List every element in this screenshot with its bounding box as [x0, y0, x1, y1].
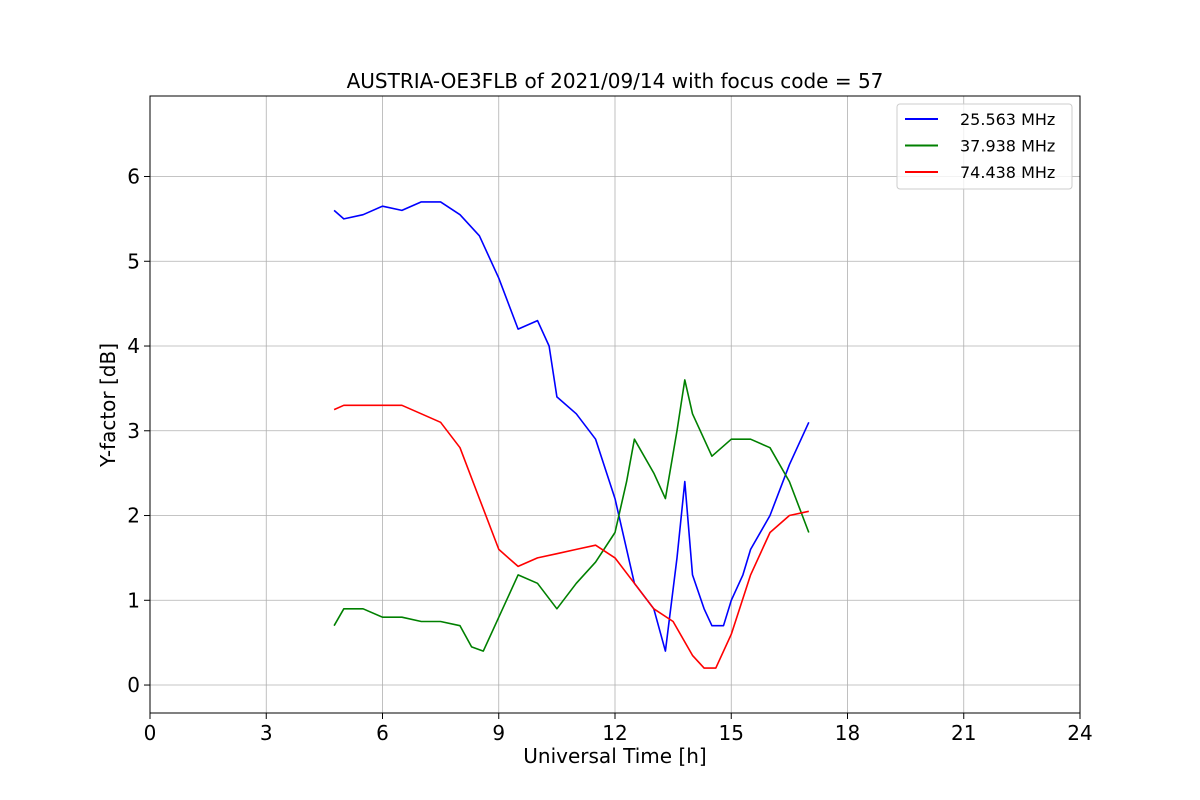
y-tick-label: 6	[127, 165, 140, 189]
y-tick-label: 5	[127, 249, 140, 273]
y-tick-label: 0	[127, 673, 140, 697]
y-tick-label: 2	[127, 504, 140, 528]
x-tick-label: 0	[144, 721, 157, 745]
x-tick-label: 15	[719, 721, 744, 745]
y-tick-label: 4	[127, 334, 140, 358]
legend-label: 74.438 MHz	[960, 163, 1055, 182]
chart-title: AUSTRIA-OE3FLB of 2021/09/14 with focus …	[347, 69, 884, 93]
legend-label: 37.938 MHz	[960, 137, 1055, 156]
legend: 25.563 MHz 37.938 MHz 74.438 MHz	[896, 103, 1073, 190]
series-line-2	[333, 379, 810, 652]
legend-box	[896, 103, 1073, 190]
x-tick-label: 12	[602, 721, 627, 745]
series-layer	[333, 201, 810, 669]
x-tick-label: 21	[951, 721, 976, 745]
x-tick-label: 18	[835, 721, 860, 745]
series-line-1	[333, 201, 810, 652]
y-tick-label: 3	[127, 419, 140, 443]
x-axis-label: Universal Time [h]	[523, 744, 706, 768]
x-tick-label: 3	[260, 721, 273, 745]
x-tick-label: 6	[376, 721, 389, 745]
x-tick-label: 9	[492, 721, 505, 745]
series-line-3	[333, 404, 809, 669]
legend-label: 25.563 MHz	[960, 110, 1055, 129]
x-tick-label: 24	[1067, 721, 1092, 745]
y-tick-label: 1	[127, 588, 140, 612]
y-axis-label: Y-factor [dB]	[96, 343, 120, 468]
